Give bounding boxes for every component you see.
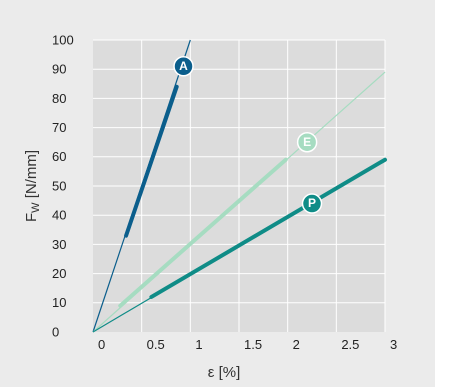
x-axis-title: ε [%]: [208, 364, 241, 381]
y-tick-label: 70: [52, 120, 66, 135]
grid: [93, 39, 386, 332]
x-tick-label: 2: [293, 337, 300, 352]
y-tick-label: 60: [52, 149, 66, 164]
x-tick-label: 1: [195, 337, 202, 352]
y-tick-label: 20: [52, 266, 66, 281]
y-tick-label: 40: [52, 208, 66, 223]
x-tick-label: 2.5: [341, 337, 359, 352]
y-tick-label: 80: [52, 91, 66, 106]
series-e-marker: [296, 131, 318, 153]
y-axis-title-unit: [N/mm]: [23, 150, 40, 203]
series-a-marker-label: A: [179, 59, 188, 73]
y-tick-label: 10: [52, 295, 66, 310]
y-axis-title-subscript: W: [30, 202, 42, 213]
y-axis-title: FW [N/mm]: [23, 150, 42, 222]
series-layer: A E P: [92, 39, 387, 333]
x-axis-ticks: 0 0.5 1 1.5 2 2.5 3: [98, 337, 397, 352]
x-tick-label: 0: [98, 337, 105, 352]
x-tick-label: 1.5: [244, 337, 262, 352]
y-tick-label: 0: [52, 324, 59, 339]
series-p-marker: [301, 193, 323, 214]
series-p-marker-label: P: [308, 196, 316, 210]
series-e-highlight-segment: [118, 157, 288, 308]
y-axis-title-symbol: F: [23, 213, 40, 222]
series-p-highlight-segment: [149, 157, 387, 299]
y-tick-label: 100: [52, 32, 74, 47]
y-axis-ticks: 0 10 20 30 40 50 60 70 80 90 100: [52, 32, 74, 339]
y-tick-label: 50: [52, 178, 66, 193]
y-tick-label: 90: [52, 62, 66, 77]
x-tick-label: 3: [390, 337, 397, 352]
series-a-highlight-segment: [124, 84, 179, 238]
series-a-marker: [173, 56, 194, 77]
series-e-marker-label: E: [303, 135, 311, 149]
x-tick-label: 0.5: [147, 337, 165, 352]
y-tick-label: 30: [52, 237, 66, 252]
